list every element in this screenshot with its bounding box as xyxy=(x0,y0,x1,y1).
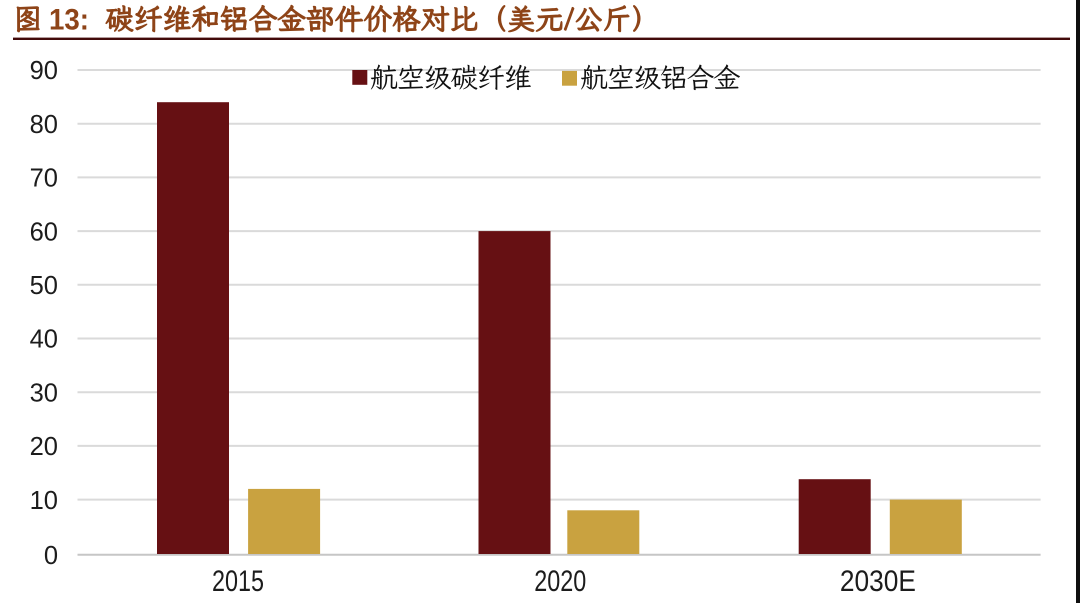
svg-text:13:: 13: xyxy=(49,3,89,36)
svg-text:10: 10 xyxy=(30,487,58,515)
svg-text:30: 30 xyxy=(30,379,58,407)
svg-text:70: 70 xyxy=(30,165,58,193)
svg-text:0: 0 xyxy=(44,542,58,570)
svg-text:2030E: 2030E xyxy=(840,565,916,598)
svg-text:50: 50 xyxy=(30,272,58,300)
svg-text:90: 90 xyxy=(30,57,58,85)
svg-text:60: 60 xyxy=(30,218,58,246)
svg-text:2020: 2020 xyxy=(534,565,586,598)
svg-text:80: 80 xyxy=(30,111,58,139)
svg-text:40: 40 xyxy=(30,326,58,354)
svg-text:2015: 2015 xyxy=(212,565,264,598)
svg-text:20: 20 xyxy=(30,433,58,461)
